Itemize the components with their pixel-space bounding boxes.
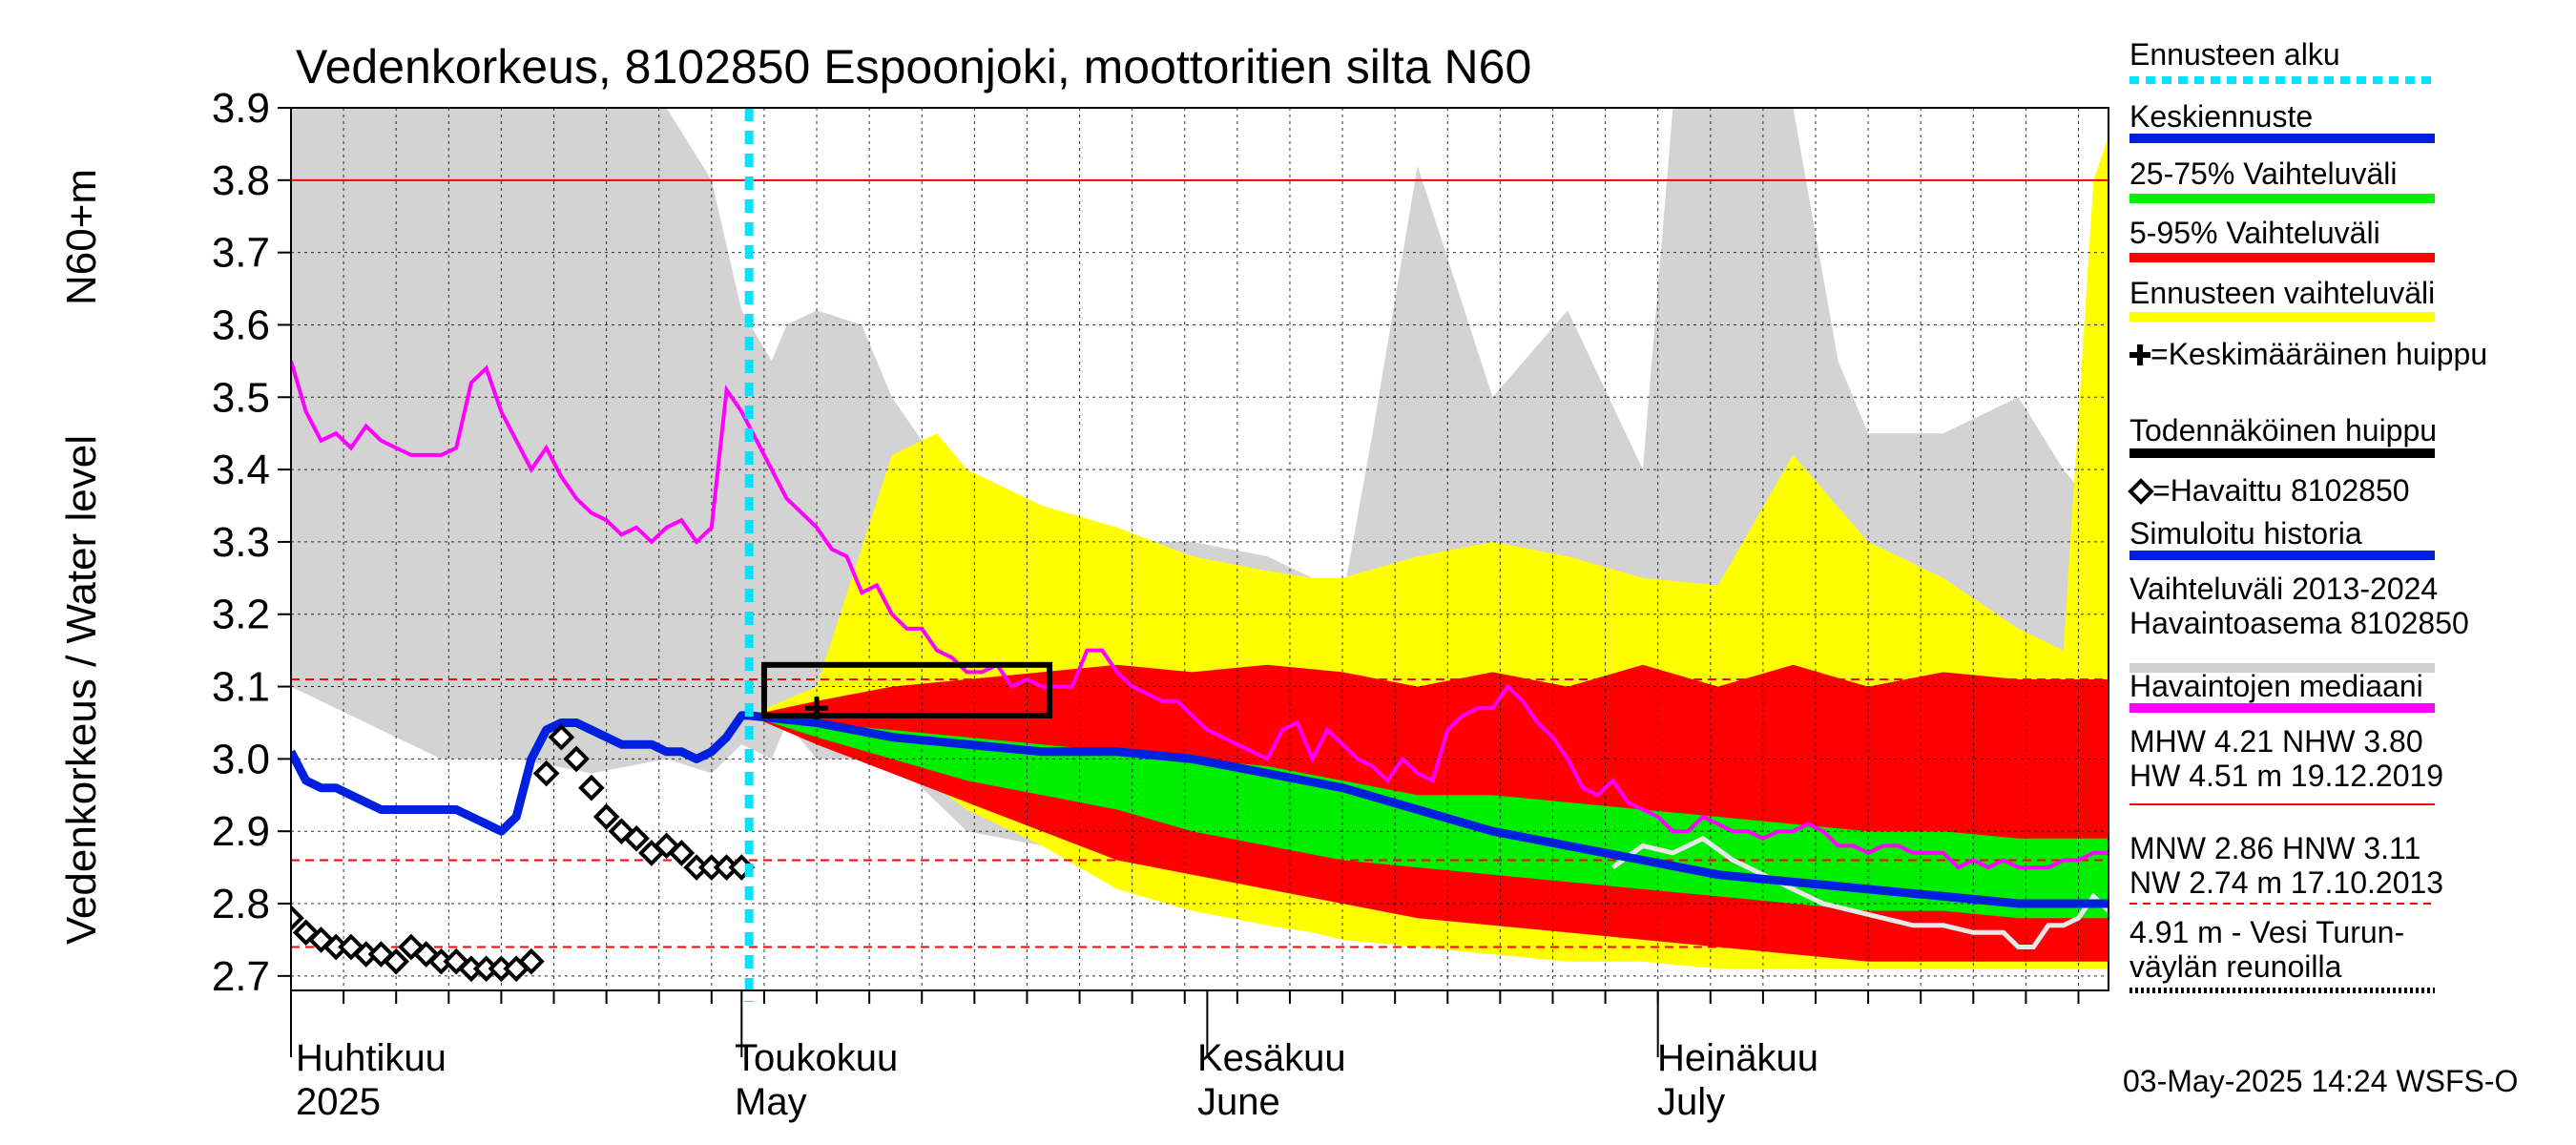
- y-tick-label: 2.8: [212, 881, 270, 927]
- y-tick-label: 3.1: [212, 664, 270, 711]
- y-tick-label: 3.0: [212, 736, 270, 782]
- legend-label: =Keskimääräinen huippu: [2150, 337, 2487, 371]
- y-tick-label: 3.3: [212, 519, 270, 566]
- legend-label: 5-95% Vaihteluväli: [2129, 216, 2380, 250]
- month-label-en: June: [1197, 1081, 1280, 1123]
- legend-label: NW 2.74 m 17.10.2013: [2129, 865, 2443, 900]
- plot-content: [291, 108, 2109, 990]
- legend-label: Vaihteluväli 2013-2024: [2129, 572, 2438, 606]
- legend-label: Simuloitu historia: [2129, 516, 2362, 551]
- chart-title: Vedenkorkeus, 8102850 Espoonjoki, mootto…: [296, 40, 1531, 94]
- month-label-fi: Kesäkuu: [1197, 1037, 1346, 1079]
- simulated-history-line: [291, 711, 750, 836]
- y-tick-label: 3.9: [212, 85, 270, 132]
- axes: 2.7 2.8 2.9 3.0 3.1 3.2 3.3 3.4 3.5 3.6 3.7 3.8 3.9 H…: [212, 85, 2109, 1123]
- legend-label: MNW 2.86 HNW 3.11: [2129, 831, 2420, 865]
- legend-label: =Havaittu 8102850: [2152, 473, 2410, 508]
- legend-label: HW 4.51 m 19.12.2019: [2129, 759, 2443, 793]
- observed-point: [383, 947, 410, 975]
- median-forecast-line: [748, 711, 2109, 908]
- y-axis-label-main: Vedenkorkeus / Water level: [58, 435, 105, 945]
- y-tick-label: 3.2: [212, 592, 270, 638]
- legend-label: Havaintojen mediaani: [2129, 669, 2423, 703]
- month-label-fi: Huhtikuu: [296, 1037, 447, 1079]
- observed-point: [291, 905, 304, 932]
- month-label-fi: Heinäkuu: [1657, 1037, 1818, 1079]
- legend-label: Keskiennuste: [2129, 99, 2313, 134]
- probable-peak-box: [760, 661, 1053, 718]
- month-label-fi: Toukokuu: [735, 1037, 898, 1079]
- y-tick-label: 2.9: [212, 808, 270, 855]
- y-tick-label: 3.8: [212, 157, 270, 204]
- plot-frame: [290, 107, 2109, 991]
- plot-area: [291, 108, 2109, 1002]
- month-label-en: 2025: [296, 1081, 381, 1123]
- month-label-en: May: [735, 1081, 807, 1123]
- y-axis-label-unit: N60+m: [58, 169, 105, 305]
- observed-point: [338, 933, 364, 961]
- observed-point: [592, 803, 620, 830]
- y-tick-label: 2.7: [212, 953, 270, 1000]
- y-tick-label: 3.7: [212, 230, 270, 277]
- observed-point: [578, 774, 605, 802]
- mean-peak-marker: [805, 697, 829, 720]
- observed-point: [518, 947, 545, 975]
- observed-point: [653, 832, 680, 860]
- legend-label: väylän reunoilla: [2129, 949, 2342, 984]
- legend-label: Todennäköinen huippu: [2129, 413, 2437, 448]
- footer-timestamp: 03-May-2025 14:24 WSFS-O: [2123, 1064, 2518, 1098]
- observed-point: [668, 840, 696, 866]
- simulated-history-gray-line: [1611, 835, 2109, 949]
- observed-point: [532, 760, 560, 787]
- y-tick-label: 3.6: [212, 302, 270, 348]
- legend: Ennusteen alku Keskiennuste 25-75% Vaihtel…: [2128, 37, 2487, 993]
- observed-point: [623, 824, 650, 852]
- legend-label: Havaintoasema 8102850: [2129, 606, 2469, 640]
- legend-diamond-icon: [2128, 478, 2154, 505]
- observed-point: [307, 926, 335, 953]
- observed-point: [367, 941, 395, 968]
- legend-label: 25-75% Vaihteluväli: [2129, 156, 2397, 191]
- observed-point: [563, 745, 590, 773]
- y-tick-label: 3.5: [212, 374, 270, 421]
- y-tick-label: 3.4: [212, 447, 270, 493]
- legend-label: Ennusteen alku: [2129, 37, 2340, 72]
- month-label-en: July: [1657, 1081, 1725, 1123]
- legend-label: Ennusteen vaihteluväli: [2129, 276, 2435, 310]
- observed-point: [548, 723, 575, 751]
- legend-plus-icon: [2129, 344, 2150, 365]
- observed-median-line: [291, 360, 2109, 870]
- observed-point: [608, 818, 635, 845]
- legend-label: MHW 4.21 NHW 3.80: [2129, 724, 2423, 759]
- legend-label: 4.91 m - Vesi Turun-: [2129, 915, 2404, 949]
- observed-point: [398, 933, 425, 961]
